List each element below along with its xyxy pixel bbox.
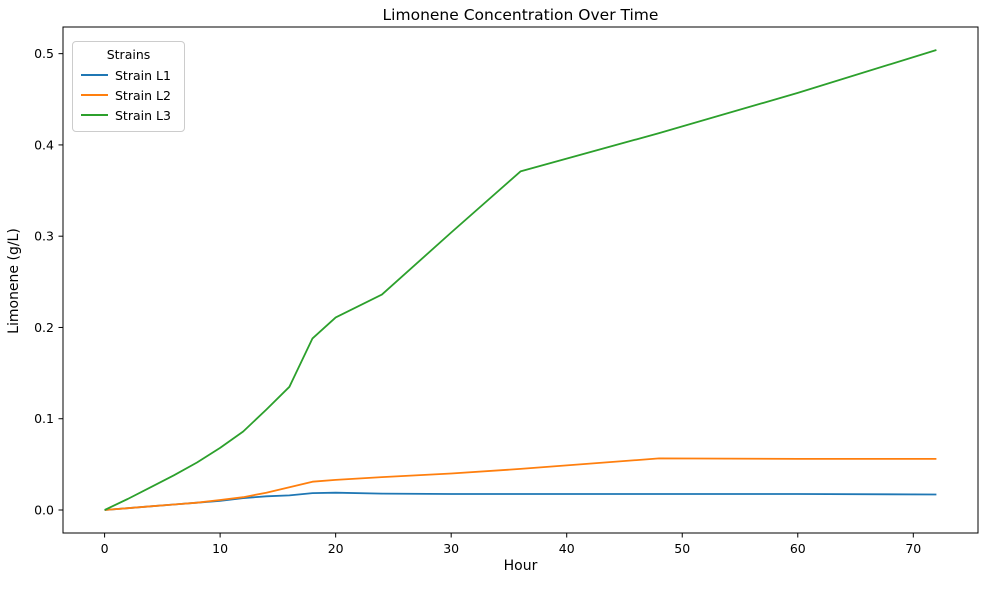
x-tick-label: 60 (790, 541, 806, 556)
y-tick-label: 0.0 (34, 503, 54, 518)
x-tick-label: 20 (328, 541, 344, 556)
x-axis-label: Hour (503, 558, 538, 574)
x-tick-label: 70 (905, 541, 921, 556)
axes-frame (62, 26, 979, 534)
legend: Strains Strain L1 Strain L2 Strain L3 (72, 41, 185, 132)
chart-title: Limonene Concentration Over Time (382, 6, 659, 24)
legend-line-swatch (81, 94, 108, 96)
x-tick-label: 50 (674, 541, 690, 556)
legend-entry-strain-l2: Strain L2 (81, 85, 176, 105)
y-tick-label: 0.3 (34, 229, 54, 244)
legend-entry-label: Strain L3 (115, 107, 171, 123)
x-tick-label: 30 (443, 541, 459, 556)
y-tick-label: 0.1 (34, 411, 54, 426)
y-axis-label: Limonene (g/L) (6, 228, 22, 334)
x-tick-label: 0 (101, 541, 109, 556)
legend-entry-strain-l1: Strain L1 (81, 65, 176, 85)
y-tick-label: 0.2 (34, 320, 54, 335)
legend-title: Strains (106, 47, 151, 62)
y-tick-label: 0.4 (34, 137, 54, 152)
legend-line-swatch (81, 114, 108, 116)
series-line-strain-l2 (104, 457, 937, 511)
x-tick-label: 10 (212, 541, 228, 556)
legend-entry-label: Strain L1 (115, 67, 171, 83)
legend-entry-label: Strain L2 (115, 87, 171, 103)
x-tick-label: 40 (559, 541, 575, 556)
y-tick-label: 0.5 (34, 46, 54, 61)
legend-entry-strain-l3: Strain L3 (81, 105, 176, 125)
legend-entries: Strain L1 Strain L2 Strain L3 (81, 65, 176, 125)
series-line-strain-l1 (104, 491, 937, 511)
legend-line-swatch (81, 74, 108, 76)
series-line-strain-l3 (104, 49, 937, 511)
